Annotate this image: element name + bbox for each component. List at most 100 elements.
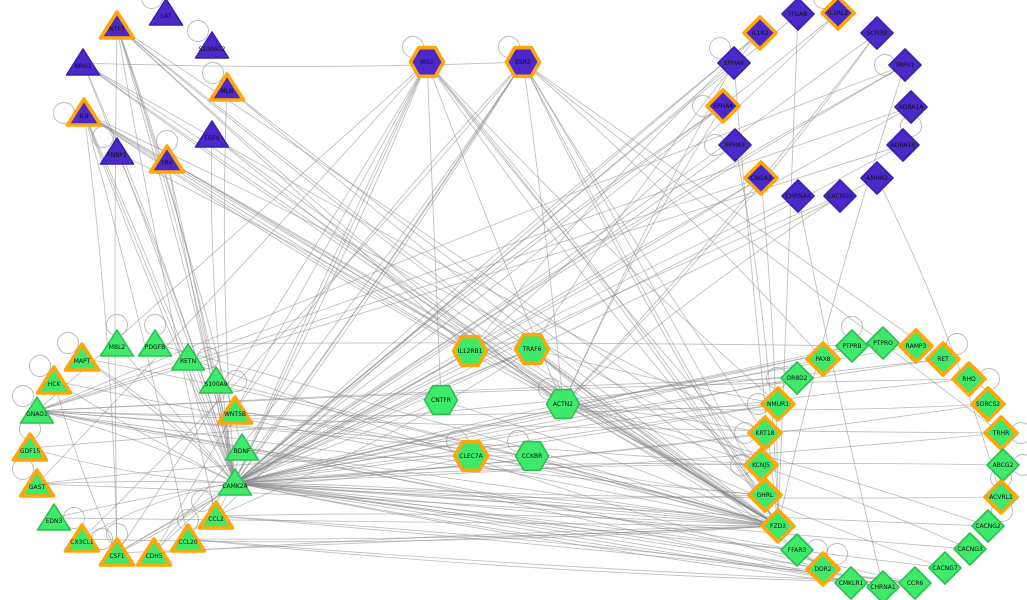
node-cckbr[interactable]: CCKBR: [514, 440, 550, 472]
node-adra1a[interactable]: ADRA1A: [894, 90, 928, 124]
node-trpv1[interactable]: TRPV1: [888, 48, 922, 82]
node-shape-triangle: [65, 97, 103, 127]
edge-nrg1-esr2: [82, 61, 524, 67]
node-clec7a[interactable]: CLEC7A: [452, 439, 490, 473]
node-ccr6[interactable]: CCR6: [898, 566, 932, 600]
edge-irs1-camk2a: [234, 61, 428, 484]
node-csf1[interactable]: CSF1: [98, 537, 136, 567]
edge-pdgfb-fzd3: [154, 343, 779, 527]
edge-traf6-nmur1: [531, 348, 779, 405]
node-il1rl2[interactable]: IL1RL2: [820, 0, 856, 31]
edge-mln-ghrl: [226, 87, 766, 496]
node-cnga3[interactable]: CNGA3: [743, 160, 779, 196]
node-esr2[interactable]: ESR2: [504, 45, 542, 79]
edge-gnao1-ffar3: [36, 410, 798, 551]
node-irs1[interactable]: IRS1: [408, 45, 446, 79]
node-rho[interactable]: RHO: [951, 361, 987, 397]
node-cacng7[interactable]: CACNG7: [928, 551, 962, 585]
edge-cacng5-camk2a: [234, 195, 841, 484]
edge-ntf3-ccl2: [116, 25, 217, 517]
node-shape-triangle: [18, 468, 56, 498]
edge-fgf6-actn2: [211, 134, 564, 405]
node-shape-triangle: [63, 342, 101, 372]
node-nmur1[interactable]: NMUR1: [760, 386, 796, 422]
self-loop-epha8: [709, 37, 731, 59]
edge-il9-ccl20: [83, 112, 189, 540]
node-shape-diamond: [760, 386, 796, 422]
node-fzd3[interactable]: FZD3: [760, 508, 796, 544]
edge-irs1-camk2a: [234, 61, 428, 484]
edge-traf6-il1r2: [531, 32, 761, 350]
node-il12rb1[interactable]: IL12RB1: [451, 334, 489, 368]
node-shape-diamond: [805, 551, 841, 587]
edge-camk2a-ret: [234, 358, 944, 484]
node-cacng2[interactable]: CACNG2: [971, 509, 1005, 543]
node-shape-hexagon: [451, 334, 489, 368]
node-ffar3[interactable]: FFAR3: [780, 533, 814, 567]
node-fgf6[interactable]: FGF6: [194, 120, 230, 148]
node-il9[interactable]: IL9: [65, 97, 103, 127]
node-mbl2[interactable]: MBL2: [99, 329, 135, 357]
node-adra1b[interactable]: ADRA1B: [886, 128, 920, 162]
edge-irs1-csf1: [116, 61, 428, 554]
node-ccl2[interactable]: CCL2: [197, 500, 235, 530]
node-edn3[interactable]: EDN3: [36, 503, 72, 531]
edge-trpv1-camk2a: [234, 64, 906, 484]
edge-pdgfb-ptprb: [154, 342, 853, 347]
edge-ntf3-il12rb1: [116, 25, 471, 352]
node-ptpro[interactable]: PTPRO: [866, 326, 900, 360]
node-shape-diamond: [866, 326, 900, 360]
node-chrna1[interactable]: CHRNA1: [866, 570, 900, 600]
node-shape-diamond: [866, 570, 900, 600]
node-actn2[interactable]: ACTN2: [545, 388, 581, 420]
edge-camk2a-cacng2: [234, 482, 989, 527]
node-shape-triangle: [19, 396, 55, 424]
node-cntfr[interactable]: CNTFR: [423, 384, 459, 416]
self-loop-lat: [141, 0, 163, 9]
node-cmklr1[interactable]: CMKLR1: [834, 566, 868, 600]
edge-gdf15-ret: [29, 358, 944, 449]
node-traf6[interactable]: TRAF6: [513, 332, 551, 366]
edge-camk2a-or8d2: [234, 377, 798, 484]
node-mln[interactable]: MLN: [208, 72, 246, 102]
edge-il1rl2-camk2a: [234, 12, 839, 484]
edge-gnao1-trhr: [36, 410, 1002, 434]
node-shape-triangle: [98, 537, 136, 567]
node-mapt[interactable]: MAPT: [63, 342, 101, 372]
node-pdgfb[interactable]: PDGFB: [137, 329, 173, 357]
node-nrg1[interactable]: NRG1: [65, 48, 101, 76]
edge-il12rb1-fzd3: [469, 350, 779, 527]
edge-camk2a-kcnj5: [234, 463, 762, 484]
node-ptprb[interactable]: PTPRB: [835, 329, 869, 363]
edge-chrna4-chrna1: [797, 195, 884, 588]
edge-gnao1-kcnj5: [36, 410, 762, 466]
edge-esr2-ret: [522, 61, 944, 360]
node-chrna4[interactable]: CHRNA4: [781, 179, 815, 213]
node-s100a12[interactable]: S100A12: [194, 31, 230, 59]
edge-ntf3-actn2: [116, 25, 564, 405]
edge-s100a9-fzd3: [215, 380, 779, 527]
node-cacng3[interactable]: CACNG3: [953, 532, 987, 566]
edge-traf6-csf1: [116, 348, 533, 554]
edge-trpv1-gnao1: [36, 64, 906, 412]
node-shape-diamond: [705, 88, 741, 124]
node-lat[interactable]: LAT: [148, 0, 184, 26]
node-abcg2[interactable]: ABCG2: [986, 448, 1020, 482]
edge-adra1a-gnao1: [36, 106, 912, 412]
node-trhr[interactable]: TRHR: [983, 415, 1019, 451]
node-shape-triangle: [35, 365, 73, 395]
edge-traf6-ccl2: [215, 348, 533, 517]
node-ntf3[interactable]: NTF3: [98, 10, 136, 40]
self-loop-mln: [202, 62, 224, 84]
node-shape-triangle: [11, 432, 49, 462]
self-loop-gnao1: [12, 385, 34, 407]
node-shape-diamond: [971, 509, 1005, 543]
node-shape-diamond: [834, 566, 868, 600]
node-itga8[interactable]: ITGA8: [781, 0, 815, 31]
node-scn3b[interactable]: SCN3B: [860, 16, 894, 50]
edge-il9-kcnj5: [83, 112, 762, 466]
node-shape-triangle: [148, 144, 186, 174]
edge-gast-camk2a: [36, 481, 236, 485]
node-epha4[interactable]: EPHA4: [705, 88, 741, 124]
